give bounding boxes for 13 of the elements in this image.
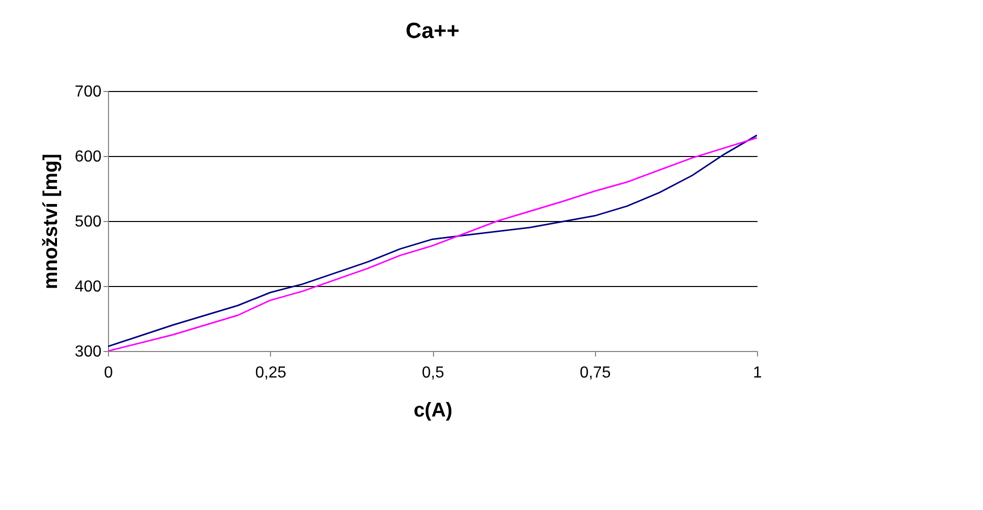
y-tick-label: 600 [74, 148, 102, 166]
x-tick-label: 0,5 [422, 364, 444, 382]
y-tick-label: 400 [74, 278, 102, 296]
x-tick-label: 0,25 [255, 364, 286, 382]
y-tick-label: 500 [74, 214, 102, 230]
x-tick-label: 1 [753, 364, 762, 382]
chart-title: Ca++ [406, 18, 460, 43]
y-axis-title: množství [mg] [40, 154, 62, 290]
x-axis-title: c(A) [414, 400, 452, 422]
y-tick-label: 700 [74, 84, 102, 100]
x-tick-label: 0,75 [580, 364, 611, 382]
x-tick-label: 0 [104, 364, 114, 382]
y-tick-label: 300 [74, 344, 102, 360]
